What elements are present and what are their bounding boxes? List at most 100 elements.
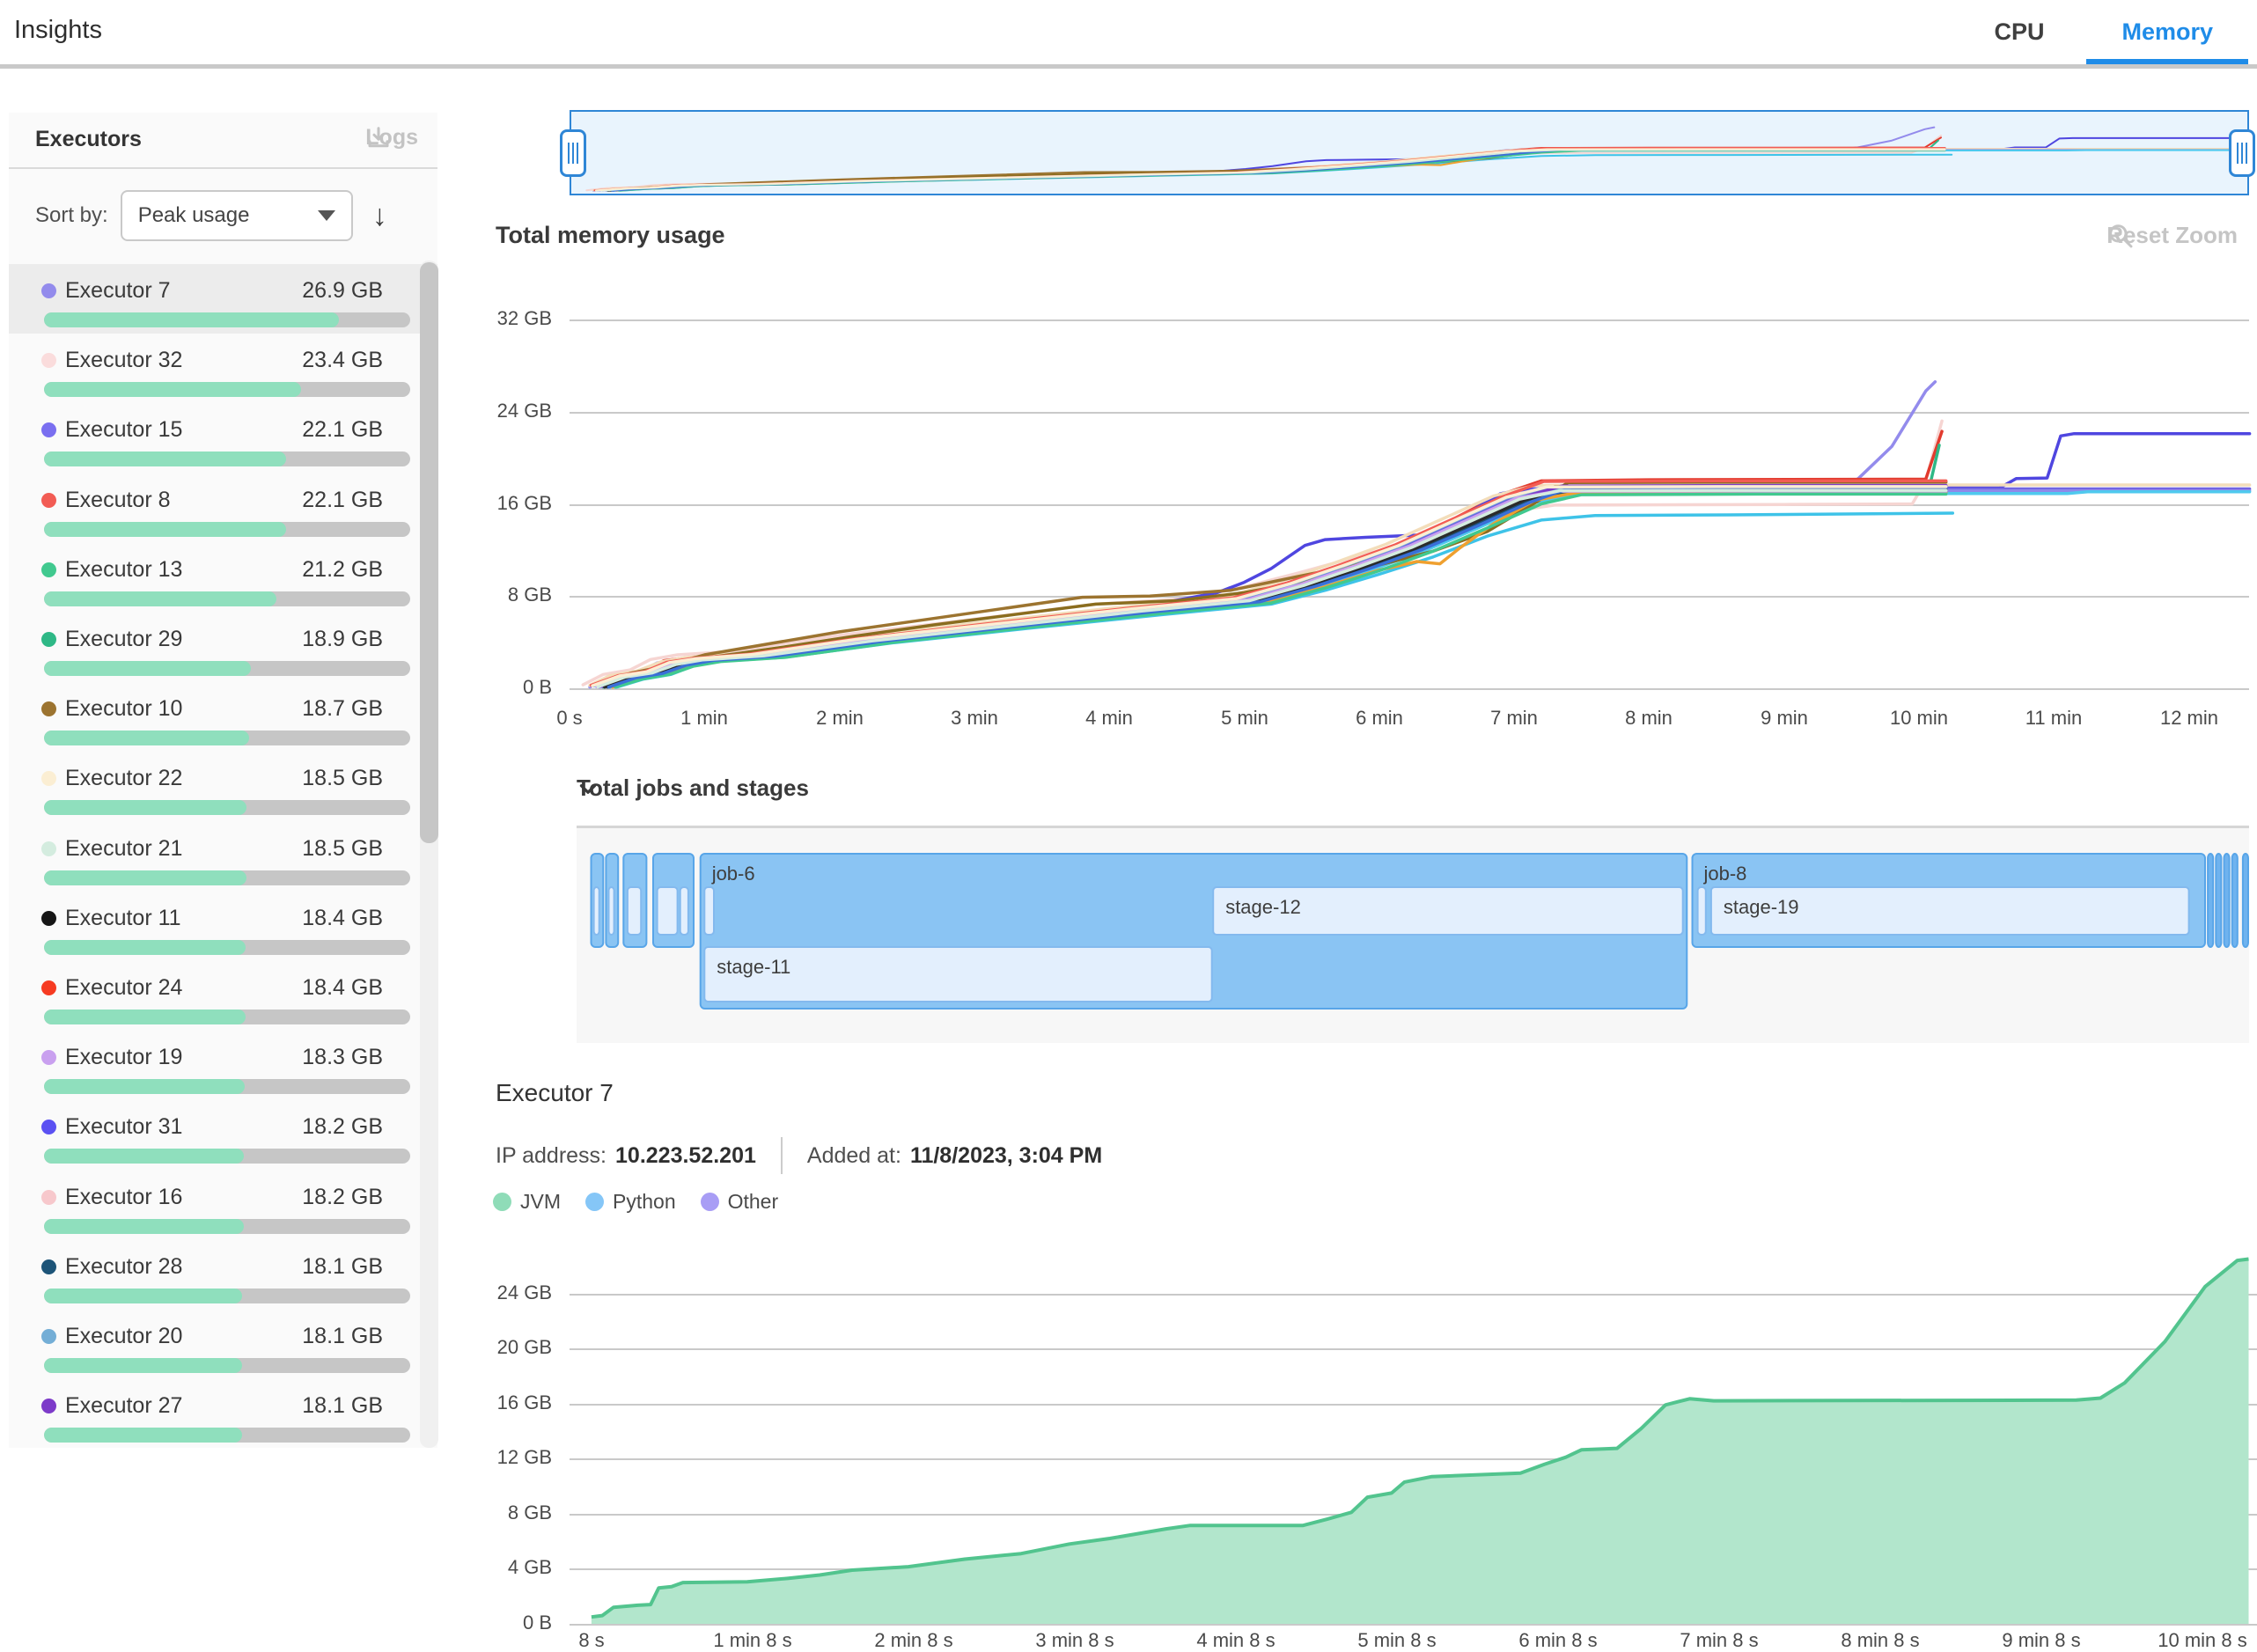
y-axis-label: 8 GB <box>507 1501 552 1524</box>
tab-memory[interactable]: Memory <box>2086 0 2248 64</box>
executor-list-item[interactable]: Executor 22 18.5 GB <box>9 752 437 821</box>
executor-list-item[interactable]: Executor 31 18.2 GB <box>9 1100 437 1170</box>
executor-list-item[interactable]: Executor 29 18.9 GB <box>9 613 437 682</box>
stage-block[interactable] <box>656 886 679 936</box>
stage-block[interactable] <box>607 886 615 936</box>
x-axis-label: 11 min <box>2025 707 2083 729</box>
job-block[interactable] <box>2207 853 2215 948</box>
executor-usage-bar <box>44 1079 410 1094</box>
page-title: Insights <box>14 16 102 44</box>
sort-by-label: Sort by: <box>35 203 108 227</box>
brush-handle-right[interactable] <box>2229 129 2255 177</box>
jvm-area-fill <box>591 1259 2249 1624</box>
gridline <box>570 1294 2257 1296</box>
jobs-section-header[interactable]: Total jobs and stages <box>577 775 809 802</box>
executor-list-item[interactable]: Executor 24 18.4 GB <box>9 961 437 1031</box>
stage-block[interactable] <box>1696 886 1707 936</box>
executor-list-item[interactable]: Executor 13 21.2 GB <box>9 543 437 613</box>
sort-select[interactable]: Peak usage <box>120 190 353 241</box>
executor-usage-bar-fill <box>44 522 287 537</box>
executor-color-dot-icon <box>41 493 56 508</box>
executor-list-item[interactable]: Executor 20 18.1 GB <box>9 1310 437 1379</box>
gridline <box>570 1348 2257 1350</box>
executor-name: Executor 16 <box>65 1185 183 1209</box>
executor-color-dot-icon <box>41 911 56 926</box>
executor-list-item[interactable]: Executor 32 23.4 GB <box>9 334 437 403</box>
y-axis-label: 16 GB <box>496 492 552 514</box>
executor-list-item[interactable]: Executor 11 18.4 GB <box>9 892 437 961</box>
executor-list-item[interactable]: Executor 10 18.7 GB <box>9 682 437 752</box>
executor-color-dot-icon <box>41 841 56 856</box>
memory-series-line <box>607 485 1948 689</box>
legend-label: Python <box>613 1190 676 1213</box>
download-icon <box>368 126 389 147</box>
time-range-brush[interactable] <box>570 110 2249 195</box>
executor-color-dot-icon <box>41 562 56 577</box>
ip-address-label: IP address: <box>496 1142 607 1168</box>
memory-line-chart <box>581 380 2252 689</box>
x-axis-label: 1 min 8 s <box>713 1629 792 1651</box>
jvm-area-line <box>591 1257 2249 1619</box>
executor-list-item[interactable]: Executor 27 18.1 GB <box>9 1379 437 1448</box>
jobs-section-title: Total jobs and stages <box>577 775 809 801</box>
stage-block[interactable] <box>1212 886 1684 936</box>
executor-usage-bar-fill <box>44 1010 246 1024</box>
job-label: job-8 <box>1703 863 1747 885</box>
scrollbar-thumb[interactable] <box>420 262 438 843</box>
memory-series-line <box>594 487 2252 688</box>
legend-label: Other <box>727 1190 779 1213</box>
executor-name: Executor 22 <box>65 766 183 790</box>
x-axis-label: 10 min 8 s <box>2158 1629 2247 1651</box>
executor-usage-bar <box>44 1428 410 1443</box>
stage-block[interactable] <box>592 886 600 936</box>
chevron-down-icon <box>317 210 335 221</box>
gridline <box>570 319 2249 321</box>
stage-block[interactable] <box>703 946 1213 1002</box>
brush-handle-left[interactable] <box>560 129 586 177</box>
stage-block[interactable] <box>679 886 689 936</box>
job-block[interactable] <box>2241 853 2250 948</box>
executor-peak-value: 23.4 GB <box>302 348 383 372</box>
legend-dot-icon <box>493 1193 511 1211</box>
executor-detail-title: Executor 7 <box>496 1079 614 1106</box>
executor-list-item[interactable]: Executor 8 22.1 GB <box>9 474 437 543</box>
x-axis-label: 7 min <box>1490 707 1538 729</box>
executor-list-item[interactable]: Executor 28 18.1 GB <box>9 1240 437 1310</box>
executor-list-item[interactable]: Executor 16 18.2 GB <box>9 1171 437 1240</box>
stage-block[interactable] <box>1709 886 2190 936</box>
executor-name: Executor 28 <box>65 1254 183 1279</box>
job-block[interactable] <box>2231 853 2239 948</box>
added-at-label: Added at: <box>806 1142 901 1168</box>
executor-usage-bar <box>44 661 410 676</box>
executor-name: Executor 15 <box>65 417 183 442</box>
stage-block[interactable] <box>626 886 643 936</box>
header-bar: Insights CPU Memory <box>0 0 2257 69</box>
executor-usage-bar <box>44 591 410 606</box>
executor-name: Executor 19 <box>65 1045 183 1069</box>
executor-usage-bar <box>44 1149 410 1164</box>
executor-list-item[interactable]: Executor 15 22.1 GB <box>9 403 437 473</box>
executor-usage-bar <box>44 1289 410 1303</box>
job-block[interactable] <box>2215 853 2223 948</box>
logs-button[interactable]: Logs <box>365 125 418 151</box>
stage-block[interactable] <box>703 886 716 936</box>
sort-direction-button[interactable]: ↓ <box>371 198 387 232</box>
x-axis-label: 2 min <box>816 707 864 729</box>
executor-area-chart <box>591 1257 2249 1624</box>
tab-cpu[interactable]: CPU <box>1994 18 2045 45</box>
executor-color-dot-icon <box>41 632 56 647</box>
job-block[interactable] <box>2223 853 2231 948</box>
reset-zoom-button[interactable]: Reset Zoom <box>2106 222 2238 249</box>
executor-list-item[interactable]: Executor 19 18.3 GB <box>9 1031 437 1100</box>
executor-list-item[interactable]: Executor 7 26.9 GB <box>9 264 437 334</box>
x-axis-label: 8 min 8 s <box>1841 1629 1920 1651</box>
stage-label: stage-11 <box>717 956 790 978</box>
executor-list-item[interactable]: Executor 21 18.5 GB <box>9 822 437 892</box>
memory-series-line <box>614 492 1948 689</box>
executor-usage-bar-fill <box>44 940 246 955</box>
executors-title: Executors <box>35 127 142 151</box>
y-axis-label: 0 B <box>522 676 552 698</box>
executor-peak-value: 26.9 GB <box>302 278 383 303</box>
gridline <box>570 1624 2257 1626</box>
executor-usage-bar-fill <box>44 1289 243 1303</box>
